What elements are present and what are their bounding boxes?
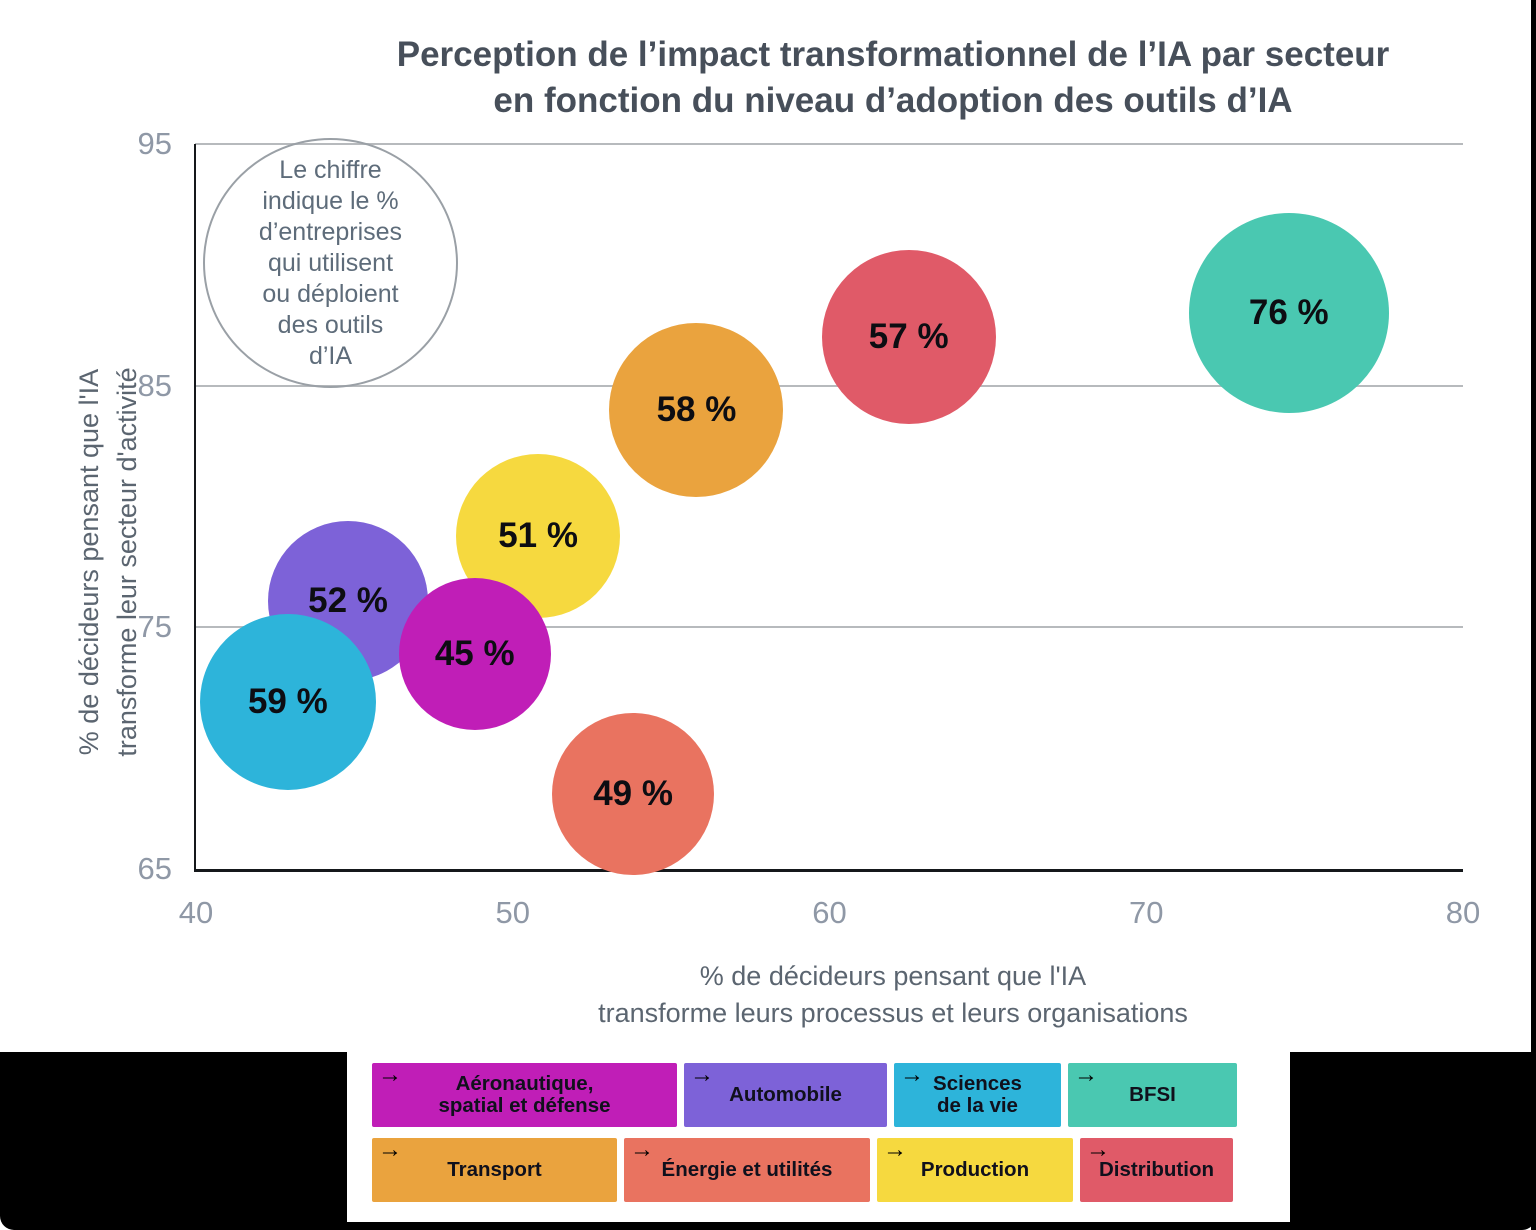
- bubble-label-aeronautique-spatial-et-defense: 45 %: [434, 633, 515, 673]
- bubble-label-sciences-de-la-vie: 59 %: [247, 682, 328, 722]
- legend-item-automobile: → Automobile: [684, 1063, 887, 1127]
- chart-title-line1: Perception de l’impact transformationnel…: [396, 35, 1390, 74]
- bubble-label-distribution: 57 %: [868, 317, 949, 357]
- chart-title: Perception de l’impact transformationnel…: [250, 32, 1536, 124]
- annotation-line: d’entreprises: [258, 217, 403, 246]
- right-black-border: [1531, 0, 1536, 1230]
- annotation-line: d’IA: [308, 341, 353, 370]
- bubble-label-bfsi: 76 %: [1248, 293, 1329, 333]
- annotation-line: Le chiffre: [279, 155, 382, 184]
- legend: → Aéronautique, spatial et défense → Automob…: [347, 1052, 1290, 1222]
- legend-row-2: → Transport → Énergie et utilités → Productio…: [372, 1138, 1233, 1202]
- legend-item-label: Aéronautique, spatial et défense: [438, 1072, 611, 1117]
- x-tick-label-50: 50: [495, 895, 530, 930]
- arrow-icon: →: [378, 1061, 402, 1088]
- arrow-icon: →: [630, 1136, 654, 1163]
- legend-item-distribution: → Distribution: [1080, 1138, 1233, 1202]
- bubble-distribution: 57 %: [821, 250, 996, 425]
- legend-item-label: Transport: [447, 1158, 542, 1181]
- legend-item-label: Distribution: [1098, 1158, 1214, 1181]
- legend-item-aeronautique-spatial-et-defense: → Aéronautique, spatial et défense: [372, 1063, 677, 1127]
- legend-item-bfsi: → BFSI: [1068, 1063, 1237, 1127]
- y-tick-label-85: 85: [137, 367, 172, 403]
- x-axis-title-line2: transforme leurs processus et leurs orga…: [598, 998, 1188, 1028]
- y-tick-label-95: 95: [137, 126, 172, 161]
- legend-item-energie-et-utilites: → Énergie et utilités: [624, 1138, 870, 1202]
- annotation-line: des outils: [277, 310, 384, 339]
- gridline-y-85: [195, 384, 1463, 387]
- arrow-icon: →: [378, 1136, 402, 1163]
- arrow-icon: →: [690, 1061, 714, 1088]
- y-tick-label-65: 65: [137, 851, 172, 886]
- arrow-icon: →: [1074, 1061, 1098, 1088]
- bubble-label-automobile: 52 %: [308, 580, 388, 620]
- bubble-sciences-de-la-vie: 59 %: [199, 614, 376, 791]
- legend-item-sciences-de-la-vie: → Sciences de la vie: [894, 1063, 1061, 1127]
- legend-item-label: Automobile: [729, 1083, 842, 1106]
- gridline-y-75: [195, 626, 1463, 629]
- arrow-icon: →: [883, 1136, 907, 1163]
- bubble-energie-et-utilites: 49 %: [552, 713, 715, 876]
- bubble-label-energie-et-utilites: 49 %: [593, 774, 673, 814]
- annotation-line: indique le %: [262, 186, 399, 215]
- x-axis-title: % de décideurs pensant que l'IA transfor…: [250, 958, 1536, 1032]
- gridline-y-95: [195, 143, 1463, 145]
- bubble-transport: 58 %: [609, 322, 784, 497]
- y-axis-title-line2: transforme leur secteur d'activité: [112, 367, 142, 757]
- y-axis-title-line1: % de décideurs pensant que l'IA: [74, 368, 104, 756]
- bubble-label-transport: 58 %: [656, 389, 737, 429]
- chart-title-line2: en fonction du niveau d’adoption des out…: [493, 81, 1293, 120]
- x-tick-label-70: 70: [1129, 895, 1164, 930]
- x-tick-label-60: 60: [812, 895, 847, 930]
- y-axis-title: % de décideurs pensant que l'IA transfor…: [70, 192, 150, 932]
- legend-item-production: → Production: [877, 1138, 1073, 1202]
- x-tick-label-80: 80: [1445, 895, 1481, 930]
- x-axis-line: [194, 869, 1463, 872]
- legend-item-label: Énergie et utilités: [661, 1158, 833, 1181]
- legend-row-1: → Aéronautique, spatial et défense → Automob…: [372, 1063, 1237, 1127]
- legend-item-label: BFSI: [1129, 1083, 1176, 1106]
- legend-item-transport: → Transport: [372, 1138, 617, 1202]
- bubble-aeronautique-spatial-et-defense: 45 %: [398, 577, 551, 730]
- x-tick-label-40: 40: [178, 895, 214, 930]
- arrow-icon: →: [1086, 1136, 1110, 1163]
- annotation-line: qui utilisent: [267, 248, 394, 277]
- bubble-label-production: 51 %: [498, 515, 578, 555]
- annotation-line: ou déploient: [262, 279, 399, 308]
- bubble-size-annotation: Le chiffre indique le % d’entreprises qui u…: [203, 138, 458, 388]
- y-axis-line: [194, 144, 196, 872]
- y-tick-label-75: 75: [137, 609, 172, 645]
- legend-item-label: Production: [920, 1158, 1030, 1181]
- legend-item-label: Sciences de la vie: [933, 1072, 1022, 1117]
- arrow-icon: →: [900, 1061, 924, 1088]
- x-axis-title-line1: % de décideurs pensant que l'IA: [699, 961, 1087, 991]
- bubble-size-annotation-text: Le chiffre indique le % d’entreprises qui u…: [259, 155, 402, 372]
- bubble-bfsi: 76 %: [1188, 213, 1389, 414]
